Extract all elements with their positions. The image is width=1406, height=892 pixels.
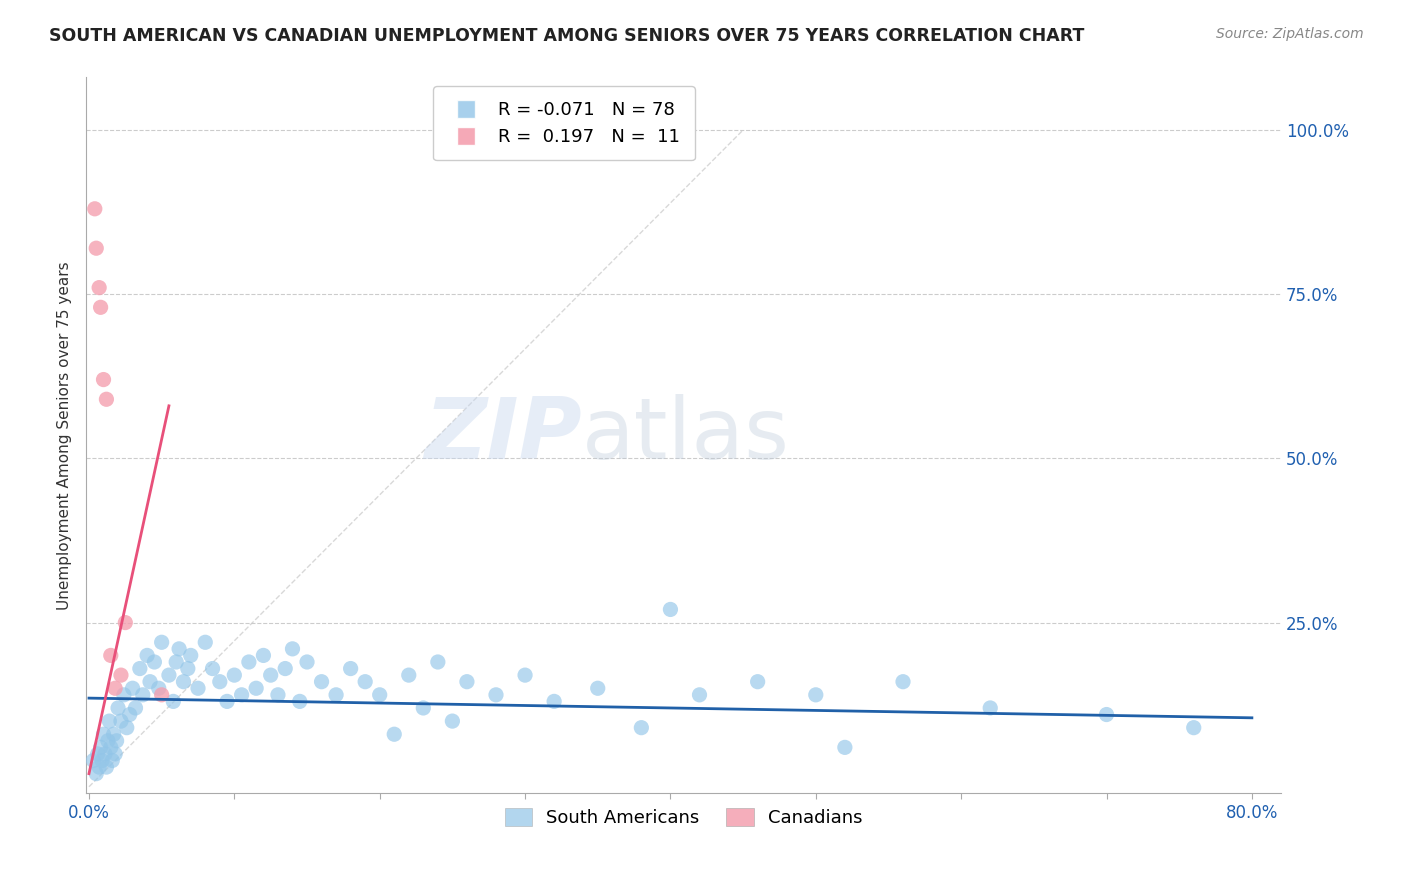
- Point: [659, 602, 682, 616]
- Point: [110, 714, 132, 728]
- Point: [288, 694, 311, 708]
- Point: [325, 688, 347, 702]
- Point: [96, 392, 118, 407]
- Point: [101, 754, 124, 768]
- Point: [891, 674, 914, 689]
- Point: [180, 648, 202, 663]
- Point: [456, 674, 478, 689]
- Point: [177, 662, 200, 676]
- Point: [295, 655, 318, 669]
- Point: [100, 740, 122, 755]
- Point: [143, 655, 166, 669]
- Point: [274, 662, 297, 676]
- Point: [89, 280, 111, 294]
- Point: [281, 641, 304, 656]
- Point: [441, 714, 464, 728]
- Point: [98, 714, 121, 728]
- Point: [84, 766, 107, 780]
- Point: [150, 688, 173, 702]
- Point: [224, 668, 246, 682]
- Point: [93, 373, 115, 387]
- Point: [84, 241, 107, 255]
- Point: [89, 760, 111, 774]
- Point: [124, 701, 146, 715]
- Point: [368, 688, 391, 702]
- Point: [1182, 721, 1205, 735]
- Point: [112, 688, 135, 702]
- Point: [208, 674, 231, 689]
- Point: [93, 727, 115, 741]
- Point: [165, 655, 187, 669]
- Point: [167, 641, 190, 656]
- Point: [630, 721, 652, 735]
- Point: [238, 655, 260, 669]
- Text: Source: ZipAtlas.com: Source: ZipAtlas.com: [1216, 27, 1364, 41]
- Point: [252, 648, 274, 663]
- Point: [194, 635, 217, 649]
- Point: [132, 688, 155, 702]
- Point: [311, 674, 333, 689]
- Point: [162, 694, 184, 708]
- Point: [94, 747, 117, 761]
- Point: [136, 648, 159, 663]
- Point: [82, 754, 104, 768]
- Point: [83, 202, 105, 216]
- Point: [804, 688, 827, 702]
- Point: [91, 754, 114, 768]
- Point: [513, 668, 536, 682]
- Point: [187, 681, 209, 696]
- Point: [90, 740, 112, 755]
- Point: [148, 681, 170, 696]
- Point: [382, 727, 405, 741]
- Point: [114, 615, 136, 630]
- Point: [267, 688, 290, 702]
- Point: [115, 721, 138, 735]
- Point: [96, 760, 118, 774]
- Point: [485, 688, 508, 702]
- Legend: South Americans, Canadians: South Americans, Canadians: [498, 801, 870, 834]
- Point: [86, 747, 108, 761]
- Text: atlas: atlas: [582, 394, 790, 477]
- Point: [105, 733, 128, 747]
- Point: [245, 681, 267, 696]
- Point: [150, 635, 173, 649]
- Point: [398, 668, 420, 682]
- Y-axis label: Unemployment Among Seniors over 75 years: Unemployment Among Seniors over 75 years: [58, 261, 72, 610]
- Point: [217, 694, 239, 708]
- Point: [689, 688, 711, 702]
- Point: [121, 681, 143, 696]
- Point: [231, 688, 253, 702]
- Point: [354, 674, 377, 689]
- Point: [110, 668, 132, 682]
- Point: [118, 707, 141, 722]
- Point: [139, 674, 162, 689]
- Point: [104, 747, 127, 761]
- Point: [107, 701, 129, 715]
- Point: [97, 733, 120, 747]
- Point: [834, 740, 856, 755]
- Point: [1095, 707, 1118, 722]
- Point: [747, 674, 769, 689]
- Point: [339, 662, 361, 676]
- Point: [90, 301, 112, 315]
- Point: [412, 701, 434, 715]
- Point: [103, 727, 125, 741]
- Point: [979, 701, 1001, 715]
- Point: [260, 668, 283, 682]
- Point: [201, 662, 224, 676]
- Point: [172, 674, 194, 689]
- Text: ZIP: ZIP: [425, 394, 582, 477]
- Point: [100, 648, 122, 663]
- Point: [426, 655, 449, 669]
- Point: [104, 681, 127, 696]
- Point: [586, 681, 609, 696]
- Point: [128, 662, 150, 676]
- Point: [157, 668, 180, 682]
- Point: [543, 694, 565, 708]
- Text: SOUTH AMERICAN VS CANADIAN UNEMPLOYMENT AMONG SENIORS OVER 75 YEARS CORRELATION : SOUTH AMERICAN VS CANADIAN UNEMPLOYMENT …: [49, 27, 1084, 45]
